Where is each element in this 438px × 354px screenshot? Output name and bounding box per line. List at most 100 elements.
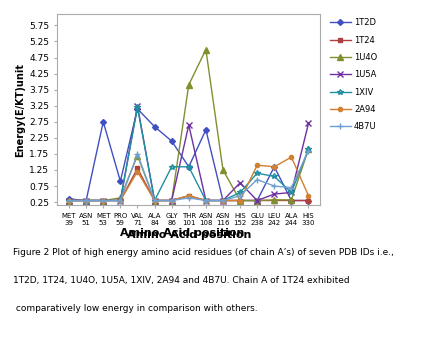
- 1U5A: [134, 104, 140, 108]
- 1U4O: [271, 198, 276, 202]
- 1XIV: [152, 198, 157, 202]
- 1U4O: [134, 153, 140, 158]
- 1T2D: [220, 198, 225, 202]
- 1XIV: [254, 171, 259, 175]
- 2A94: [66, 198, 71, 202]
- 2A94: [271, 165, 276, 169]
- 1U5A: [220, 198, 225, 202]
- 1T2D: [305, 198, 311, 202]
- 2A94: [83, 198, 88, 202]
- Text: comparatively low energy in comparison with others.: comparatively low energy in comparison w…: [13, 304, 257, 313]
- 1T24: [203, 198, 208, 202]
- 1T2D: [100, 120, 106, 124]
- 4B7U: [134, 152, 140, 156]
- 1T24: [305, 198, 311, 202]
- 1XIV: [169, 165, 174, 169]
- 1T24: [83, 198, 88, 202]
- 4B7U: [254, 177, 259, 182]
- 1XIV: [305, 147, 311, 151]
- 1U5A: [117, 198, 123, 202]
- 1U5A: [186, 123, 191, 127]
- 1U5A: [254, 198, 259, 202]
- Line: 2A94: 2A94: [67, 155, 310, 202]
- 1U5A: [66, 198, 71, 202]
- 1T24: [220, 198, 225, 202]
- X-axis label: Amino Acid position: Amino Acid position: [126, 230, 251, 240]
- Legend: 1T2D, 1T24, 1U4O, 1U5A, 1XIV, 2A94, 4B7U: 1T2D, 1T24, 1U4O, 1U5A, 1XIV, 2A94, 4B7U: [329, 18, 377, 131]
- 1T2D: [203, 128, 208, 132]
- 2A94: [117, 198, 123, 202]
- 1U4O: [203, 47, 208, 52]
- 4B7U: [271, 184, 276, 188]
- 2A94: [305, 194, 311, 198]
- 1XIV: [186, 165, 191, 169]
- 1XIV: [237, 190, 242, 195]
- 2A94: [152, 198, 157, 202]
- 1T24: [117, 198, 123, 202]
- 1XIV: [288, 190, 293, 195]
- 2A94: [186, 194, 191, 198]
- 1T24: [237, 198, 242, 202]
- 2A94: [237, 198, 242, 202]
- 1T24: [169, 198, 174, 202]
- 1U4O: [254, 198, 259, 202]
- 1T2D: [152, 125, 157, 129]
- 1XIV: [134, 105, 140, 109]
- 4B7U: [305, 149, 311, 153]
- 1T2D: [66, 197, 71, 201]
- 1T2D: [254, 198, 259, 202]
- Y-axis label: Energy(E/KT)unit: Energy(E/KT)unit: [15, 63, 25, 157]
- 1U5A: [288, 190, 293, 195]
- 1U5A: [152, 198, 157, 202]
- 1XIV: [100, 198, 106, 202]
- 1T24: [152, 198, 157, 202]
- 4B7U: [152, 198, 157, 202]
- 1U4O: [117, 196, 123, 200]
- 2A94: [100, 198, 106, 202]
- 1T24: [186, 194, 191, 198]
- 1T24: [254, 198, 259, 202]
- 1T2D: [83, 198, 88, 202]
- Line: 1T2D: 1T2D: [67, 107, 310, 202]
- 4B7U: [66, 198, 71, 202]
- 4B7U: [203, 198, 208, 202]
- 1T24: [288, 198, 293, 202]
- Line: 1U5A: 1U5A: [66, 103, 311, 203]
- 1U4O: [169, 198, 174, 202]
- 1U5A: [169, 198, 174, 202]
- 1U4O: [83, 198, 88, 202]
- Line: 1XIV: 1XIV: [66, 104, 311, 203]
- 1T2D: [117, 179, 123, 183]
- 1U5A: [100, 198, 106, 202]
- Line: 1U4O: 1U4O: [66, 47, 311, 203]
- 2A94: [288, 155, 293, 159]
- Text: Amino Acid position: Amino Acid position: [120, 228, 244, 238]
- 1T2D: [288, 198, 293, 202]
- 2A94: [134, 170, 140, 174]
- 2A94: [220, 198, 225, 202]
- 1U5A: [83, 198, 88, 202]
- Line: 1T24: 1T24: [67, 166, 310, 202]
- 2A94: [254, 163, 259, 167]
- 1U5A: [305, 121, 311, 126]
- 1T2D: [134, 107, 140, 111]
- 1U5A: [237, 181, 242, 185]
- 4B7U: [237, 194, 242, 198]
- 1U4O: [152, 198, 157, 202]
- 1U5A: [271, 192, 276, 196]
- 1XIV: [203, 198, 208, 202]
- 4B7U: [186, 196, 191, 200]
- 2A94: [203, 198, 208, 202]
- 1XIV: [83, 198, 88, 202]
- Text: 1T2D, 1T24, 1U4O, 1U5A, 1XIV, 2A94 and 4B7U. Chain A of 1T24 exhibited: 1T2D, 1T24, 1U4O, 1U5A, 1XIV, 2A94 and 4…: [13, 276, 349, 285]
- 1T24: [100, 198, 106, 202]
- 1XIV: [117, 198, 123, 202]
- 4B7U: [169, 198, 174, 202]
- 4B7U: [288, 185, 293, 190]
- 1T2D: [169, 139, 174, 143]
- 4B7U: [83, 198, 88, 202]
- 1T24: [134, 166, 140, 171]
- 1T2D: [271, 165, 276, 169]
- 1U4O: [220, 168, 225, 172]
- 4B7U: [100, 198, 106, 202]
